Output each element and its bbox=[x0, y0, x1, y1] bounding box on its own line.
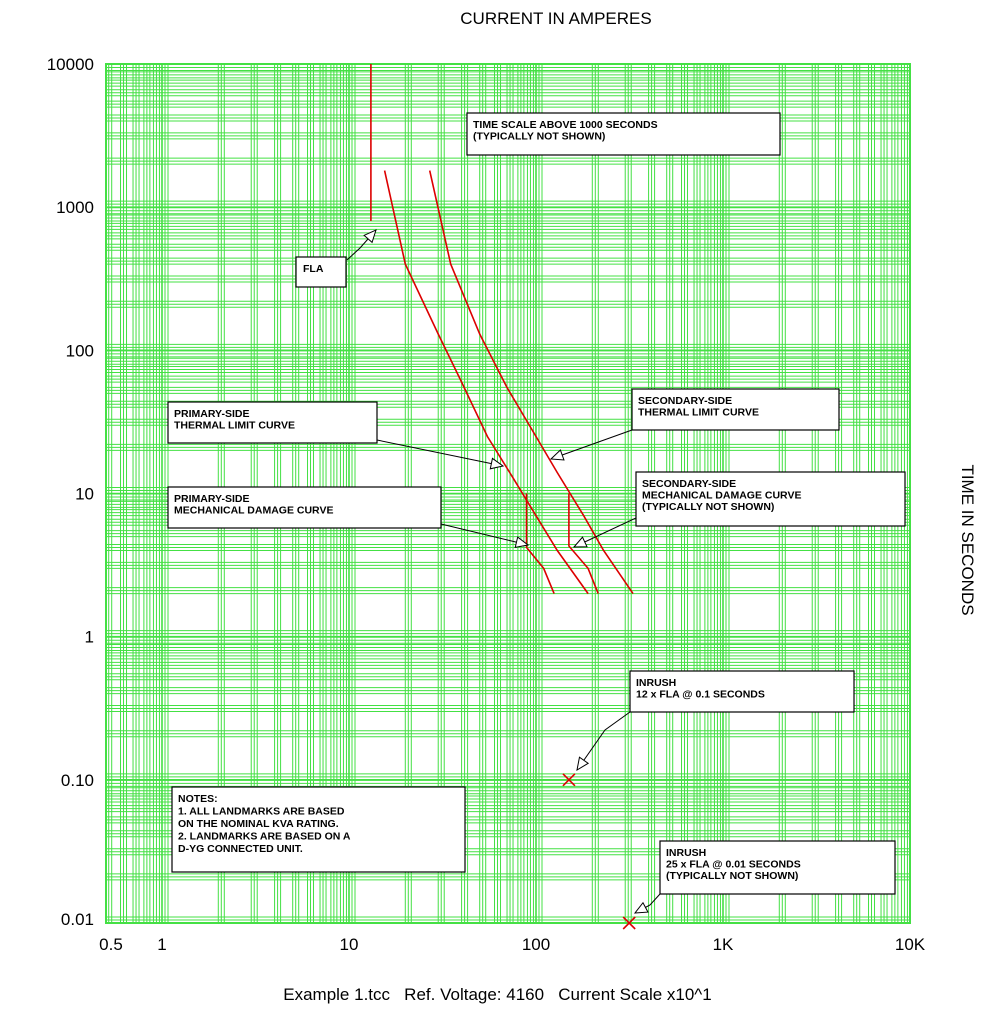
chart-footer: Example 1.tcc Ref. Voltage: 4160 Current… bbox=[283, 985, 712, 1004]
annotation-line: TIME SCALE ABOVE 1000 SECONDS bbox=[473, 119, 658, 131]
y-tick-label: 10000 bbox=[47, 55, 94, 74]
annotation-line: MECHANICAL DAMAGE CURVE bbox=[174, 505, 333, 517]
tick-labels: 0.5 1 10 100 1K 10K 0.01 0.10 1 10 100 1000 10000 bbox=[47, 55, 926, 954]
annotation-line: PRIMARY-SIDE bbox=[174, 408, 249, 420]
leader-line bbox=[550, 429, 633, 460]
annotation-line: 2. LANDMARKS ARE BASED ON A bbox=[178, 831, 351, 843]
y-tick-label: 0.10 bbox=[61, 771, 94, 790]
arrowhead bbox=[576, 756, 590, 772]
annotation-line: 25 x FLA @ 0.01 SECONDS bbox=[666, 859, 801, 871]
annotation-line: 12 x FLA @ 0.1 SECONDS bbox=[636, 689, 765, 701]
annotation-line: SECONDARY-SIDE bbox=[638, 395, 732, 407]
y-tick-label: 100 bbox=[66, 341, 94, 360]
y-tick-label: 10 bbox=[75, 485, 94, 504]
annotation-line: THERMAL LIMIT CURVE bbox=[638, 407, 759, 419]
arrowhead bbox=[363, 229, 377, 244]
notes-box: NOTES:1. ALL LANDMARKS ARE BASED ON THE … bbox=[171, 786, 466, 873]
arrowhead bbox=[549, 449, 565, 461]
x-tick-label: 0.5 bbox=[99, 935, 123, 954]
annotation-line: (TYPICALLY NOT SHOWN) bbox=[473, 131, 605, 143]
annotation-line: MECHANICAL DAMAGE CURVE bbox=[642, 490, 801, 502]
fla-label-box: FLA bbox=[295, 229, 377, 288]
annotation-line: SECONDARY-SIDE bbox=[642, 478, 736, 490]
arrowhead bbox=[633, 901, 649, 914]
annotation-line: PRIMARY-SIDE bbox=[174, 493, 249, 505]
x-tick-label: 100 bbox=[522, 935, 550, 954]
x-axis-title: CURRENT IN AMPERES bbox=[460, 9, 651, 28]
annotation-line: INRUSH bbox=[636, 677, 676, 689]
annotation-line: (TYPICALLY NOT SHOWN) bbox=[642, 501, 774, 513]
x-tick-label: 1K bbox=[713, 935, 734, 954]
annotation-line: THERMAL LIMIT CURVE bbox=[174, 420, 295, 432]
annotation-line: NOTES: bbox=[178, 793, 218, 805]
secondary-thermal-curve bbox=[428, 170, 634, 595]
annotation-line: ON THE NOMINAL KVA RATING. bbox=[178, 818, 339, 830]
plot-border bbox=[105, 63, 911, 924]
arrowhead bbox=[572, 536, 588, 548]
annotation-line: INRUSH bbox=[666, 847, 706, 859]
annotation-line: 1. ALL LANDMARKS ARE BASED bbox=[178, 806, 345, 818]
inrush-25x-marker bbox=[622, 916, 636, 930]
secondary-mechanical-curve bbox=[568, 493, 599, 594]
arrowhead bbox=[514, 536, 530, 548]
y-tick-label: 0.01 bbox=[61, 910, 94, 929]
x-tick-label: 1 bbox=[157, 935, 166, 954]
annotation-line: FLA bbox=[303, 263, 324, 275]
curves bbox=[370, 64, 634, 595]
leader-line bbox=[576, 711, 631, 771]
annotations: TIME SCALE ABOVE 1000 SECONDS(TYPICALLY … bbox=[167, 112, 906, 914]
leader-line bbox=[376, 439, 504, 467]
y-tick-label: 1000 bbox=[56, 198, 94, 217]
annotation-line: (TYPICALLY NOT SHOWN) bbox=[666, 870, 798, 882]
annotation-line: D-YG CONNECTED UNIT. bbox=[178, 843, 303, 855]
time-scale-box: TIME SCALE ABOVE 1000 SECONDS(TYPICALLY … bbox=[466, 112, 781, 156]
x-tick-label: 10 bbox=[340, 935, 359, 954]
primary-thermal-curve bbox=[383, 170, 589, 595]
y-axis-title: TIME IN SECONDS bbox=[958, 464, 977, 615]
y-tick-label: 1 bbox=[85, 628, 94, 647]
grid bbox=[105, 63, 911, 924]
x-tick-label: 10K bbox=[895, 935, 926, 954]
markers bbox=[562, 773, 636, 930]
arrowhead bbox=[489, 457, 505, 470]
inrush-12x-marker bbox=[562, 773, 576, 787]
leader-line bbox=[440, 523, 529, 546]
primary-mechanical-curve bbox=[525, 493, 555, 594]
